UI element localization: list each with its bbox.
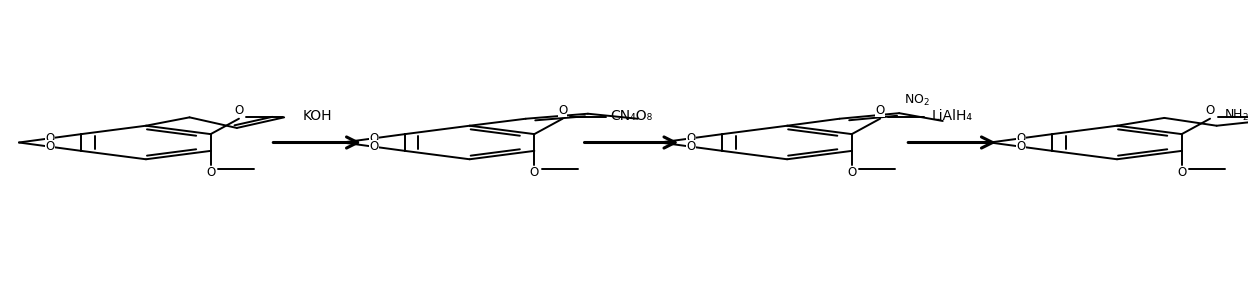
Text: O: O — [1177, 166, 1187, 179]
Text: O: O — [370, 132, 378, 145]
Text: O: O — [529, 166, 539, 179]
Text: O: O — [45, 140, 55, 153]
Text: O: O — [847, 166, 856, 179]
Text: LiAlH₄: LiAlH₄ — [931, 109, 973, 123]
Text: O: O — [686, 132, 696, 145]
Text: O: O — [45, 132, 55, 145]
Text: O: O — [558, 104, 567, 117]
Text: O: O — [686, 140, 696, 153]
Text: O: O — [206, 166, 215, 179]
Text: O: O — [875, 104, 885, 117]
Text: O: O — [234, 104, 244, 117]
Text: NO$_2$: NO$_2$ — [904, 93, 930, 108]
Text: NH$_2$: NH$_2$ — [1224, 108, 1249, 123]
Text: O: O — [1017, 132, 1026, 145]
Text: CN₄O₈: CN₄O₈ — [611, 109, 652, 123]
Text: KOH: KOH — [303, 109, 332, 123]
Text: O: O — [370, 140, 378, 153]
Text: O: O — [1017, 140, 1026, 153]
Text: O: O — [1205, 104, 1214, 117]
